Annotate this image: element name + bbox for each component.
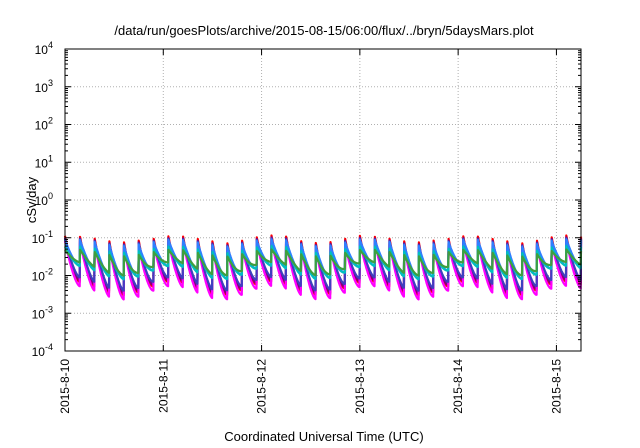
y-tick-label: 10-3	[32, 304, 53, 321]
y-tick-label: 104	[35, 40, 53, 57]
y-tick-label-text: 104	[35, 40, 53, 57]
chart-title: /data/run/goesPlots/archive/2015-08-15/0…	[114, 23, 534, 38]
y-tick-label: 101	[35, 153, 53, 170]
x-axis-ticks: 2015-8-10 2015-8-11 2015-8-12 2015-8-13 2015…	[58, 49, 563, 414]
y-tick-label: 102	[35, 116, 53, 133]
x-tick-label: 2015-8-15	[549, 359, 563, 414]
y-tick-label: 103	[35, 78, 53, 95]
x-tick-label: 2015-8-13	[353, 359, 367, 414]
grid	[65, 49, 581, 351]
y-tick-label-text: 101	[35, 153, 53, 170]
y-tick-label: 10-1	[32, 229, 53, 246]
y-tick-label-text: 103	[35, 78, 53, 95]
y-tick-label-text: 10-3	[32, 304, 53, 321]
y-tick-label: 100	[35, 191, 53, 208]
series-line-7	[64, 248, 583, 277]
series-group	[63, 234, 583, 301]
y-tick-label-text: 100	[35, 191, 53, 208]
y-tick-label-text: 102	[35, 116, 53, 133]
y-tick-label: 10-2	[32, 267, 53, 284]
x-tick-label: 2015-8-14	[451, 359, 465, 414]
y-tick-label: 10-4	[32, 342, 53, 359]
y-tick-label-text: 10-1	[32, 229, 53, 246]
x-tick-label: 2015-8-11	[156, 359, 170, 413]
y-axis-ticks: 10-4 10-3 10-2 10-1 100 101 102 103 104	[32, 40, 581, 359]
x-axis-label: Coordinated Universal Time (UTC)	[224, 429, 423, 444]
y-tick-label-text: 10-2	[32, 267, 53, 284]
x-tick-label: 2015-8-12	[255, 359, 269, 414]
y-tick-label-text: 10-4	[32, 342, 53, 359]
y-axis-label: cSv/day	[24, 176, 39, 223]
x-tick-label: 2015-8-10	[58, 359, 72, 414]
